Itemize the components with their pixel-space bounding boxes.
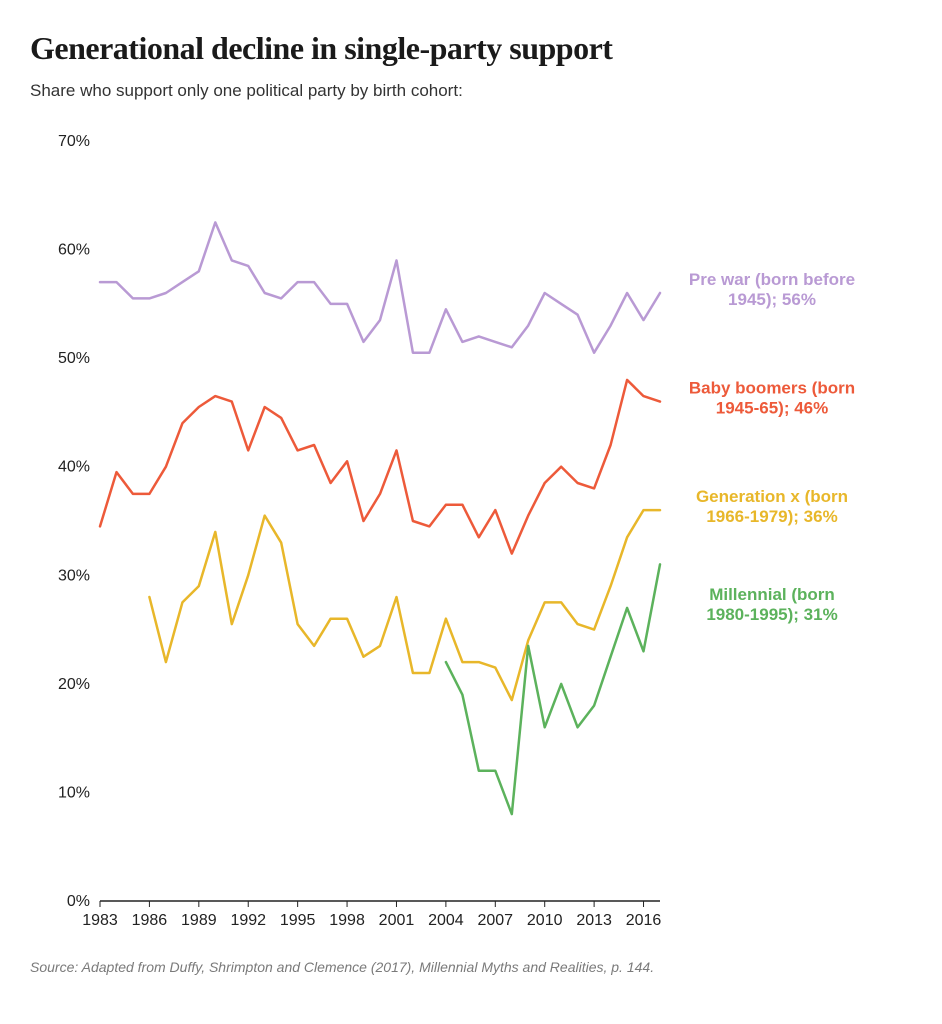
x-tick-label: 1989 — [181, 912, 217, 929]
chart-subtitle: Share who support only one political par… — [30, 81, 912, 101]
chart-source-footer: Source: Adapted from Duffy, Shrimpton an… — [30, 959, 912, 975]
chart-title: Generational decline in single-party sup… — [30, 30, 912, 67]
y-tick-label: 0% — [67, 893, 90, 910]
series-line-genx — [149, 510, 660, 700]
x-tick-label: 1992 — [230, 912, 266, 929]
y-tick-label: 30% — [58, 567, 90, 584]
series-label-boomers: 1945-65); 46% — [716, 399, 828, 418]
series-label-boomers: Baby boomers (born — [689, 379, 855, 398]
x-tick-label: 2001 — [379, 912, 415, 929]
chart-area: 0% 10% 20% 30% 40% 50% 60% 70% 1983 1986 1989 1992 1… — [30, 111, 910, 931]
y-tick-label: 60% — [58, 242, 90, 259]
y-tick-label: 20% — [58, 676, 90, 693]
x-tick-label: 2016 — [626, 912, 662, 929]
x-tick-label: 1986 — [132, 912, 168, 929]
series-line-boomers — [100, 380, 660, 554]
x-tick-label: 2013 — [576, 912, 612, 929]
series-label-genx: 1966-1979); 36% — [706, 507, 837, 526]
y-tick-label: 70% — [58, 133, 90, 150]
series-label-genx: Generation x (born — [696, 487, 848, 506]
series-label-millennial: Millennial (born — [709, 585, 835, 604]
y-tick-label: 10% — [58, 784, 90, 801]
x-tick-label: 1983 — [82, 912, 118, 929]
x-tick-label: 1995 — [280, 912, 316, 929]
series-label-millennial: 1980-1995); 31% — [706, 605, 837, 624]
x-tick-label: 2010 — [527, 912, 563, 929]
y-tick-label: 40% — [58, 459, 90, 476]
series-label-prewar: 1945); 56% — [728, 290, 816, 309]
series-line-prewar — [100, 222, 660, 352]
x-tick-label: 1998 — [329, 912, 365, 929]
line-chart: 0% 10% 20% 30% 40% 50% 60% 70% 1983 1986 1989 1992 1… — [30, 111, 910, 931]
x-tick-label: 2007 — [477, 912, 513, 929]
x-tick-label: 2004 — [428, 912, 464, 929]
y-tick-label: 50% — [58, 350, 90, 367]
series-label-prewar: Pre war (born before — [689, 270, 855, 289]
